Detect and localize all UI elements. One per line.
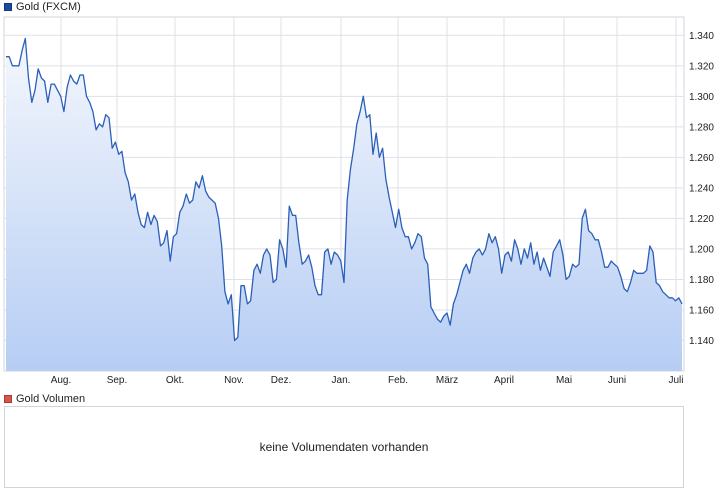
y-axis: 1.140 1.160 1.180 1.200 1.220 1.240 1.260 1.280…	[689, 31, 714, 347]
volume-series-swatch	[4, 395, 12, 403]
gold-price-line	[6, 37, 683, 342]
volume-legend-label: Gold Volumen	[16, 393, 86, 405]
y-tick-label: 1.280	[689, 122, 714, 133]
x-axis: Aug. Sep. Okt. Nov. Dez. Jan. Feb. März April Mai…	[51, 375, 684, 386]
y-tick-label: 1.260	[689, 153, 714, 164]
x-tick-label: Aug.	[51, 375, 72, 386]
y-tick-label: 1.320	[689, 61, 714, 72]
x-tick-label: Juli	[668, 375, 683, 386]
x-tick-label: Mai	[556, 375, 572, 386]
y-tick-label: 1.200	[689, 244, 714, 255]
price-chart[interactable]: 1.140 1.160 1.180 1.200 1.220 1.240 1.260 1.280…	[0, 0, 726, 392]
volume-legend: Gold Volumen	[4, 393, 85, 405]
y-tick-label: 1.300	[689, 92, 714, 103]
x-tick-label: Jan.	[332, 375, 351, 386]
x-tick-label: Nov.	[224, 375, 244, 386]
x-tick-label: Feb.	[388, 375, 408, 386]
x-tick-label: Okt.	[166, 375, 184, 386]
y-tick-label: 1.220	[689, 214, 714, 225]
x-tick-label: April	[494, 375, 514, 386]
y-tick-label: 1.240	[689, 183, 714, 194]
y-tick-label: 1.340	[689, 31, 714, 42]
x-tick-label: Juni	[608, 375, 626, 386]
main-legend: Gold (FXCM)	[4, 1, 81, 13]
y-tick-label: 1.140	[689, 336, 714, 347]
main-legend-label: Gold (FXCM)	[16, 1, 81, 13]
no-volume-message: keine Volumendaten vorhanden	[259, 440, 429, 454]
gold-series-swatch	[4, 3, 12, 11]
y-tick-label: 1.180	[689, 275, 714, 286]
gold-price-area	[6, 38, 682, 372]
y-tick-label: 1.160	[689, 305, 714, 316]
x-tick-label: Dez.	[271, 375, 292, 386]
x-tick-label: Sep.	[107, 375, 128, 386]
x-tick-label: März	[436, 375, 458, 386]
volume-panel: keine Volumendaten vorhanden	[4, 406, 684, 488]
